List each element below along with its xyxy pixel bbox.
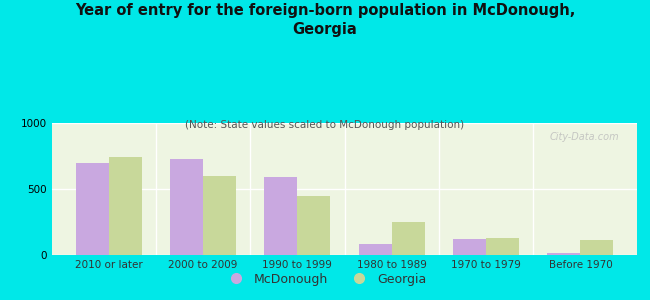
Legend: McDonough, Georgia: McDonough, Georgia	[219, 268, 431, 291]
Text: (Note: State values scaled to McDonough population): (Note: State values scaled to McDonough …	[185, 120, 465, 130]
Bar	[486, 238, 519, 255]
Text: City-Data.com: City-Data.com	[550, 132, 619, 142]
Bar	[547, 253, 580, 255]
Bar	[297, 196, 330, 255]
Bar	[359, 244, 392, 255]
Bar	[203, 176, 236, 255]
Bar	[75, 163, 109, 255]
Text: Year of entry for the foreign-born population in McDonough,
Georgia: Year of entry for the foreign-born popul…	[75, 3, 575, 37]
Bar	[453, 239, 486, 255]
Bar	[265, 177, 297, 255]
Bar	[109, 157, 142, 255]
Bar	[580, 240, 614, 255]
Bar	[170, 159, 203, 255]
Bar	[392, 222, 424, 255]
